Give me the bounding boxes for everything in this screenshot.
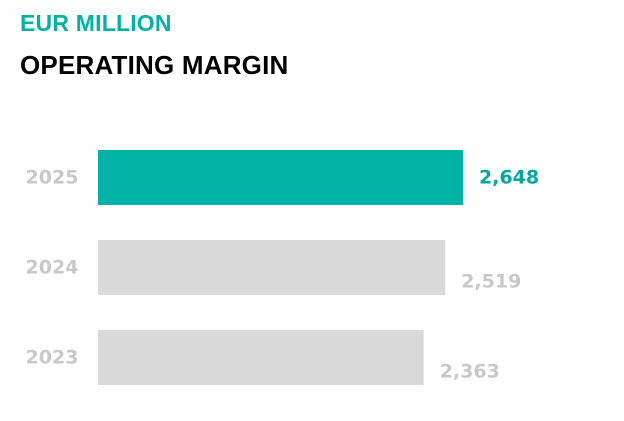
year-label-2023: 2023 bbox=[26, 347, 79, 369]
value-label-2025: 2,648 bbox=[479, 167, 539, 189]
bar-2023 bbox=[98, 330, 424, 385]
chart-title: OPERATING MARGIN bbox=[20, 50, 289, 80]
value-label-2024: 2,519 bbox=[461, 271, 521, 293]
unit-label: EUR MILLION bbox=[20, 10, 172, 36]
year-label-2025: 2025 bbox=[26, 167, 79, 189]
bar-2025 bbox=[98, 150, 463, 205]
bar-2024 bbox=[98, 240, 446, 295]
value-label-2023: 2,363 bbox=[440, 361, 500, 383]
year-label-2024: 2024 bbox=[26, 257, 79, 279]
